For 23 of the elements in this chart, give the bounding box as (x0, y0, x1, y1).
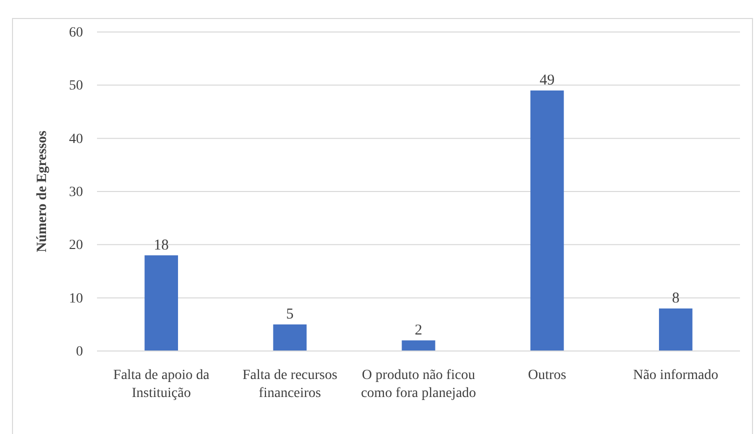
x-tick-label: Outros (528, 368, 566, 383)
data-label: 18 (154, 237, 169, 254)
data-label: 5 (286, 306, 294, 322)
bar (658, 308, 692, 351)
x-tick-label: Falta de apoio da Instituição (113, 368, 210, 402)
x-tick-label: Falta de recursos financeiros (242, 368, 338, 402)
y-tick-label: 20 (69, 238, 83, 254)
bar (402, 340, 436, 351)
bar (530, 90, 564, 351)
y-tick-label: 10 (69, 291, 83, 306)
bar (144, 255, 178, 351)
y-tick-label: 0 (76, 344, 83, 360)
y-axis-title: Número de Egressos (35, 130, 50, 252)
data-label: 2 (414, 322, 422, 338)
y-tick-label: 60 (69, 25, 83, 40)
data-label: 8 (672, 290, 680, 306)
x-tick-label: Não informado (633, 368, 718, 383)
y-tick-label: 40 (69, 132, 83, 147)
y-tick-label: 30 (69, 184, 83, 200)
x-tick-label: O produto não ficou como fora planejado (360, 368, 476, 402)
data-label: 49 (540, 72, 555, 88)
bar (273, 324, 307, 351)
y-tick-label: 50 (69, 78, 83, 94)
